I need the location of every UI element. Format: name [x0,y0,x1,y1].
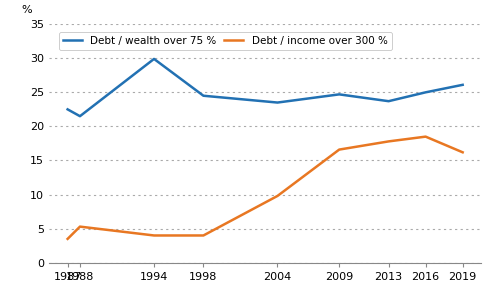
Debt / wealth over 75 % [385,99,391,103]
Debt / wealth over 75 % [77,114,83,118]
Debt / income over 300 % [65,237,71,241]
Debt / income over 300 % [200,234,206,237]
Legend: Debt / wealth over 75 %, Debt / income over 300 %: Debt / wealth over 75 %, Debt / income o… [58,32,392,50]
Debt / wealth over 75 % [274,101,280,104]
Debt / income over 300 % [423,135,429,138]
Debt / income over 300 % [77,225,83,228]
Debt / wealth over 75 % [200,94,206,98]
Debt / wealth over 75 % [423,91,429,94]
Debt / wealth over 75 % [151,57,157,61]
Debt / income over 300 % [336,148,342,151]
Text: %: % [21,5,31,14]
Debt / income over 300 % [460,150,465,154]
Debt / wealth over 75 % [460,83,465,87]
Debt / wealth over 75 % [336,92,342,96]
Line: Debt / income over 300 %: Debt / income over 300 % [68,137,463,239]
Debt / income over 300 % [274,194,280,198]
Debt / income over 300 % [151,234,157,237]
Debt / wealth over 75 % [65,108,71,111]
Debt / income over 300 % [385,140,391,143]
Line: Debt / wealth over 75 %: Debt / wealth over 75 % [68,59,463,116]
